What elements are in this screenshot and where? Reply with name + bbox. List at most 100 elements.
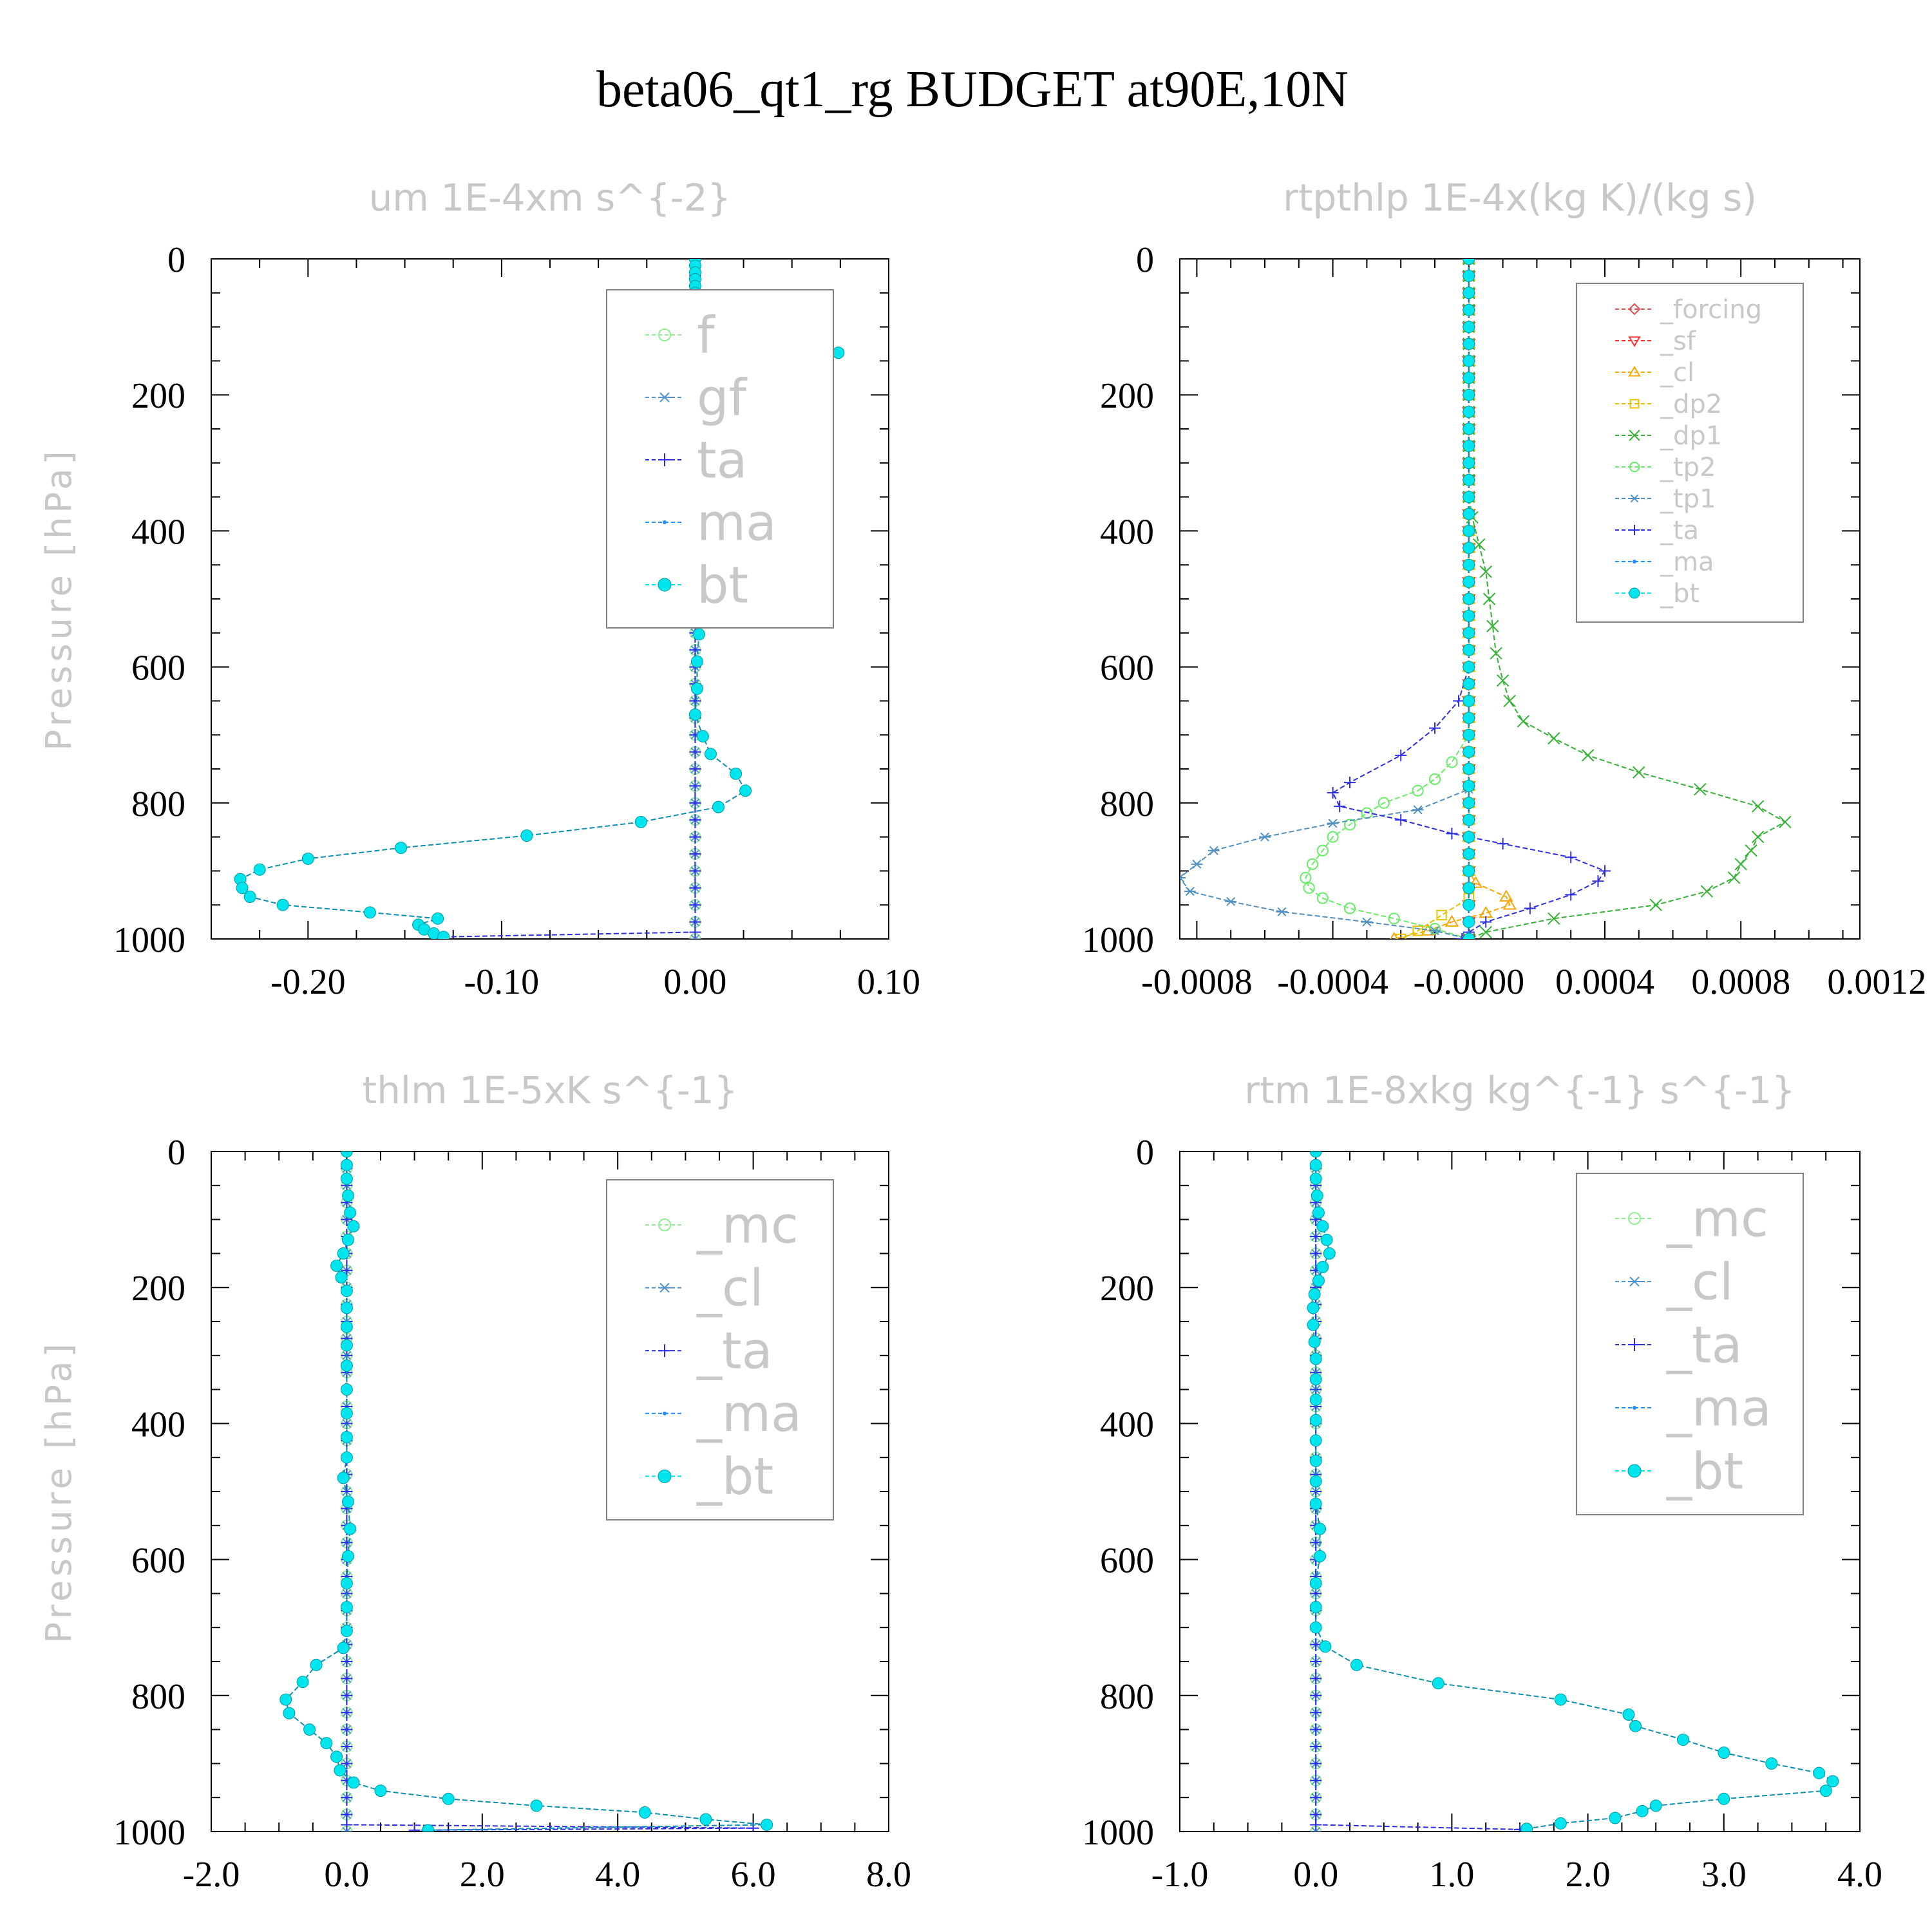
data-point (341, 1819, 353, 1831)
data-point (1446, 828, 1458, 840)
data-point (341, 1723, 353, 1736)
x-tick-label: -0.10 (464, 962, 540, 1002)
data-point (1463, 609, 1475, 622)
data-point (1327, 831, 1339, 843)
data-point (1310, 1656, 1322, 1667)
legend-marker (658, 1282, 671, 1293)
data-point (730, 767, 743, 780)
data-point (1309, 1621, 1322, 1634)
data-point (1609, 1812, 1622, 1824)
legend-label: _mc (1666, 1190, 1768, 1248)
x-tick-label: -0.0008 (1141, 962, 1253, 1002)
data-point (335, 1271, 348, 1283)
data-point (520, 829, 533, 842)
data-point (374, 1785, 387, 1797)
legend-label: _tp2 (1660, 453, 1716, 482)
legend-label: _ta (696, 1323, 772, 1381)
legend-marker (1628, 1276, 1641, 1287)
data-point (688, 708, 701, 721)
data-point (341, 1707, 353, 1719)
legend-marker (1629, 430, 1640, 441)
legend-label: ma (697, 494, 777, 552)
data-point (1479, 565, 1492, 578)
legend-box (1576, 283, 1804, 623)
legend-marker (658, 1344, 671, 1358)
legend-label: _bt (1660, 579, 1700, 609)
legend-label: f (697, 307, 715, 365)
data-point (296, 1676, 309, 1689)
y-tick-label: 600 (1100, 649, 1154, 688)
data-point (1463, 627, 1475, 639)
x-tick-label: -2.0 (183, 1855, 240, 1895)
plot-area (1307, 1151, 1839, 1832)
data-point (344, 1206, 357, 1219)
data-point (1309, 1373, 1322, 1386)
data-point (692, 628, 705, 641)
data-point (310, 1658, 323, 1671)
data-point (690, 682, 703, 695)
data-point (330, 1259, 343, 1272)
y-tick-label: 600 (1100, 1541, 1154, 1581)
y-tick-label: 400 (1100, 1405, 1154, 1444)
data-point (1463, 864, 1475, 877)
data-point (1463, 303, 1475, 316)
data-point (1432, 1677, 1444, 1690)
data-point (1622, 1708, 1635, 1721)
data-point (1463, 337, 1475, 350)
chart-panel-1: 0 200 400 600 800 1000 -0.20 -0.10 0.00 0.10 um 1E… (39, 176, 920, 1002)
x-tick-label: 2.0 (460, 1855, 505, 1895)
data-point (747, 1822, 759, 1832)
data-point (340, 1172, 353, 1185)
series-line (1180, 259, 1470, 939)
y-tick-label: 600 (131, 1541, 185, 1581)
data-point (1463, 287, 1475, 299)
data-point (1463, 933, 1475, 939)
data-point (303, 1723, 316, 1736)
data-point (1225, 896, 1237, 906)
data-point (337, 1247, 350, 1260)
data-point (1463, 388, 1475, 401)
data-point (342, 1189, 355, 1202)
data-point (1316, 1220, 1329, 1233)
legend-marker (1629, 494, 1640, 503)
data-point (1486, 620, 1499, 632)
data-point (1633, 766, 1645, 779)
series-bt (279, 1151, 773, 1832)
data-point (341, 1757, 353, 1770)
data-point (1565, 851, 1577, 864)
data-point (1309, 1475, 1322, 1488)
legend: _mc_cl_ta_ma_bt (606, 1179, 834, 1520)
data-point (1463, 576, 1475, 589)
data-point (1309, 1577, 1322, 1590)
y-tick-label: 200 (1100, 376, 1154, 416)
data-point (1310, 1774, 1322, 1786)
y-axis-label: Pressure [hPa] (39, 447, 79, 750)
data-point (341, 1792, 353, 1804)
data-point (1463, 831, 1475, 844)
data-point (1191, 859, 1203, 869)
legend: _mc_cl_ta_ma_bt (1576, 1173, 1804, 1515)
data-point (1310, 1689, 1322, 1701)
data-point (1520, 1823, 1533, 1832)
data-point (1463, 422, 1475, 435)
y-tick-label: 200 (1100, 1269, 1154, 1309)
data-point (1581, 749, 1595, 762)
data-point (1463, 592, 1475, 605)
legend-box (606, 289, 834, 629)
data-point (341, 1826, 353, 1832)
data-point (1676, 1733, 1689, 1746)
legend-label: _cl (1660, 358, 1694, 388)
x-tick-label: 0.0 (324, 1855, 369, 1895)
data-point (1463, 406, 1475, 419)
data-point (341, 1672, 353, 1685)
data-point (347, 1220, 360, 1233)
data-point (1636, 1804, 1649, 1817)
data-point (1463, 269, 1475, 282)
data-point (395, 841, 408, 854)
panel-title: rtm 1E-8xkg kg^{-1} s^{-1} (1244, 1068, 1795, 1112)
data-point (689, 934, 701, 939)
data-point (1463, 694, 1475, 707)
